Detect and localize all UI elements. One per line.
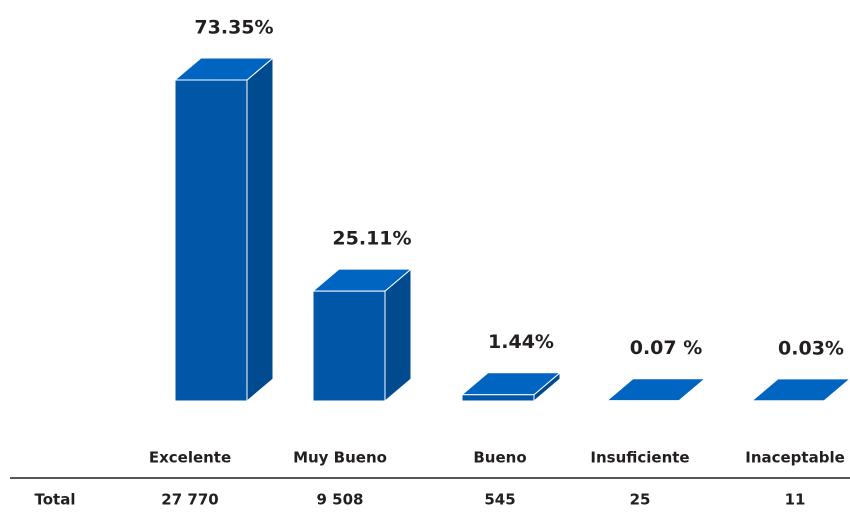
- x-tick-label: Bueno: [473, 449, 526, 467]
- x-tick-label: Excelente: [149, 449, 231, 467]
- table-cell: 25: [630, 491, 651, 509]
- row-label: Total: [35, 491, 76, 509]
- x-tick-label: Muy Bueno: [293, 449, 387, 467]
- data-label: 25.11%: [332, 228, 411, 250]
- data-label: 0.07 %: [630, 337, 703, 359]
- bar: [460, 371, 562, 403]
- table-cell: 9 508: [317, 491, 364, 509]
- bar-top: [605, 378, 707, 402]
- bar-front: [174, 79, 248, 402]
- bar-side: [384, 268, 412, 403]
- bar: [750, 378, 850, 403]
- x-tick-label: Insuficiente: [590, 449, 689, 467]
- table-cell: 545: [484, 491, 515, 509]
- bar-front: [461, 394, 535, 402]
- bar-front: [312, 290, 386, 402]
- data-label: 0.03%: [778, 337, 844, 359]
- table-cell: 27 770: [161, 491, 218, 509]
- bar: [173, 56, 275, 403]
- bar-top: [750, 378, 850, 402]
- data-label: 1.44%: [488, 331, 554, 353]
- bar: [311, 268, 413, 403]
- data-label: 73.35%: [194, 17, 273, 39]
- bar-side: [246, 56, 274, 403]
- x-tick-label: Inaceptable: [745, 449, 845, 467]
- table-cell: 11: [785, 491, 806, 509]
- bar: [605, 377, 707, 403]
